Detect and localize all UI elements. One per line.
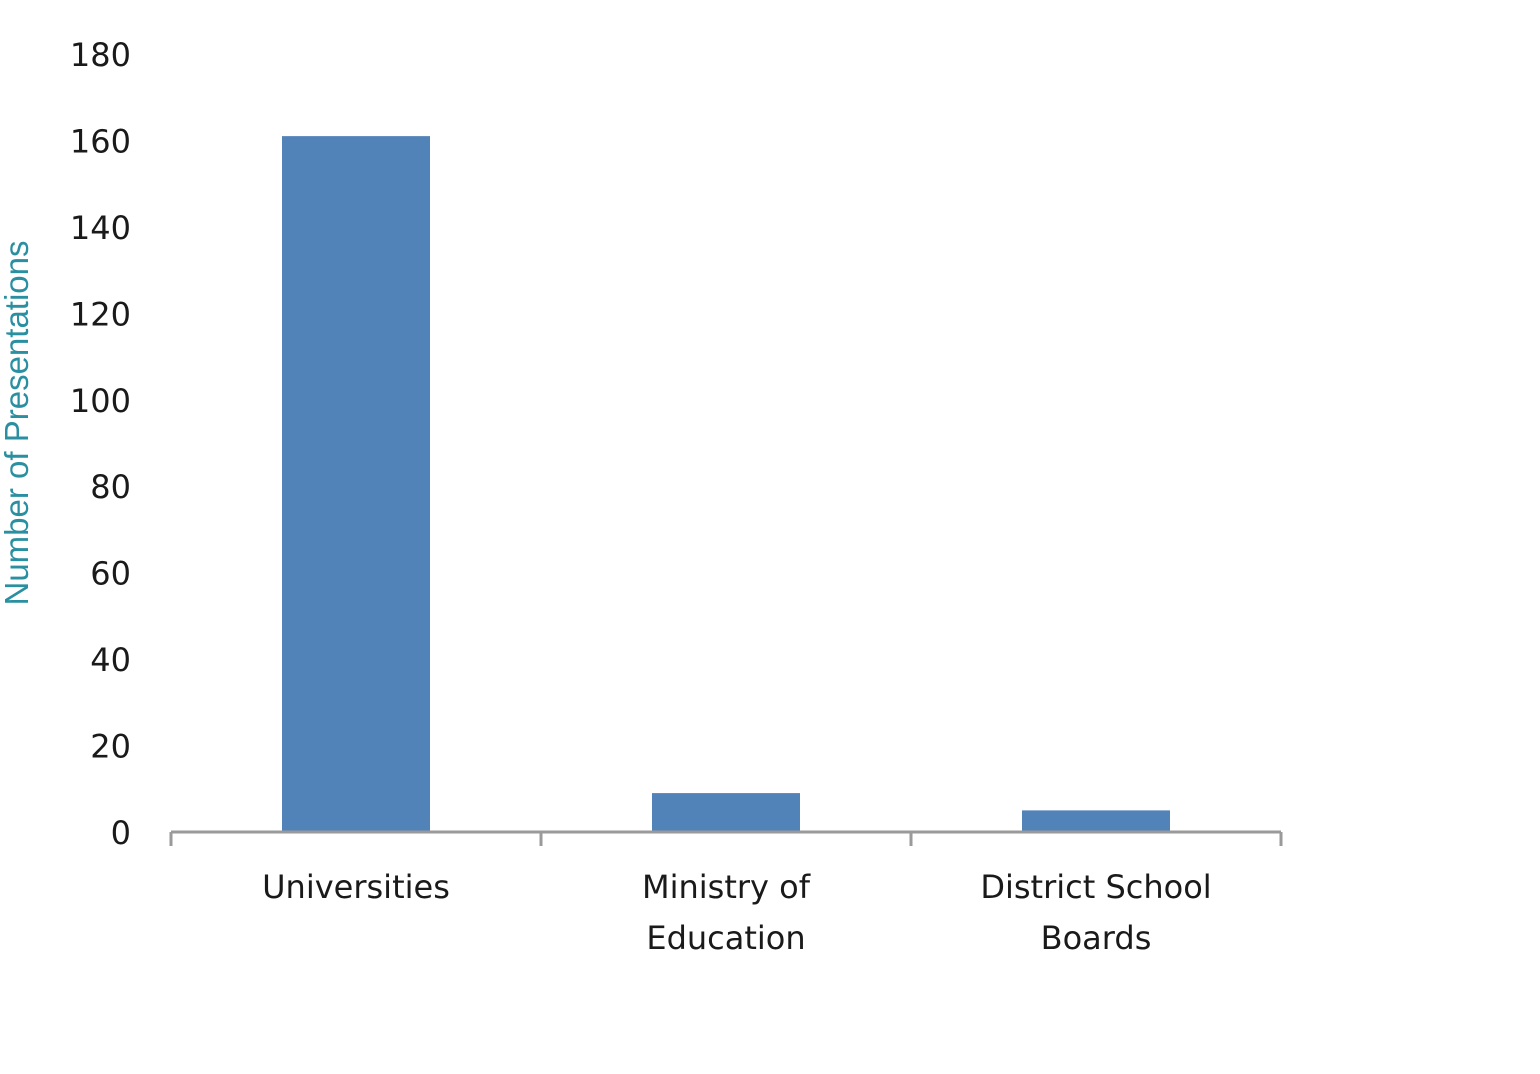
y-tick-label: 180 (70, 36, 131, 74)
y-tick-label: 60 (90, 555, 131, 593)
bar-2 (1022, 810, 1170, 832)
x-category-label: Universities (262, 868, 450, 906)
y-tick-label: 160 (70, 122, 131, 160)
y-axis-ticks: 0 20 40 60 80 100 120 140 160 180 (70, 36, 131, 852)
bars (282, 136, 1170, 833)
y-tick-label: 100 (70, 382, 131, 420)
bar-1 (652, 793, 800, 832)
y-tick-label: 140 (70, 209, 131, 247)
x-category-label-line: Boards (1041, 919, 1152, 957)
x-category-label: Ministry of Education (642, 868, 811, 957)
bar-0 (282, 136, 430, 833)
x-axis (169, 830, 1283, 846)
x-category-label-line: Education (646, 919, 805, 957)
y-axis-title: Number of Presentations (0, 240, 35, 605)
y-tick-label: 80 (90, 468, 131, 506)
y-tick-label: 20 (90, 728, 131, 766)
x-category-label-line: Universities (262, 868, 450, 906)
y-tick-label: 0 (111, 814, 131, 852)
y-tick-label: 40 (90, 641, 131, 679)
y-tick-label: 120 (70, 295, 131, 333)
x-category-label-line: Ministry of (642, 868, 811, 906)
x-axis-labels: Universities Ministry of Education District… (262, 868, 1212, 957)
x-category-label: District School Boards (980, 868, 1211, 957)
x-category-label-line: District School (980, 868, 1211, 906)
